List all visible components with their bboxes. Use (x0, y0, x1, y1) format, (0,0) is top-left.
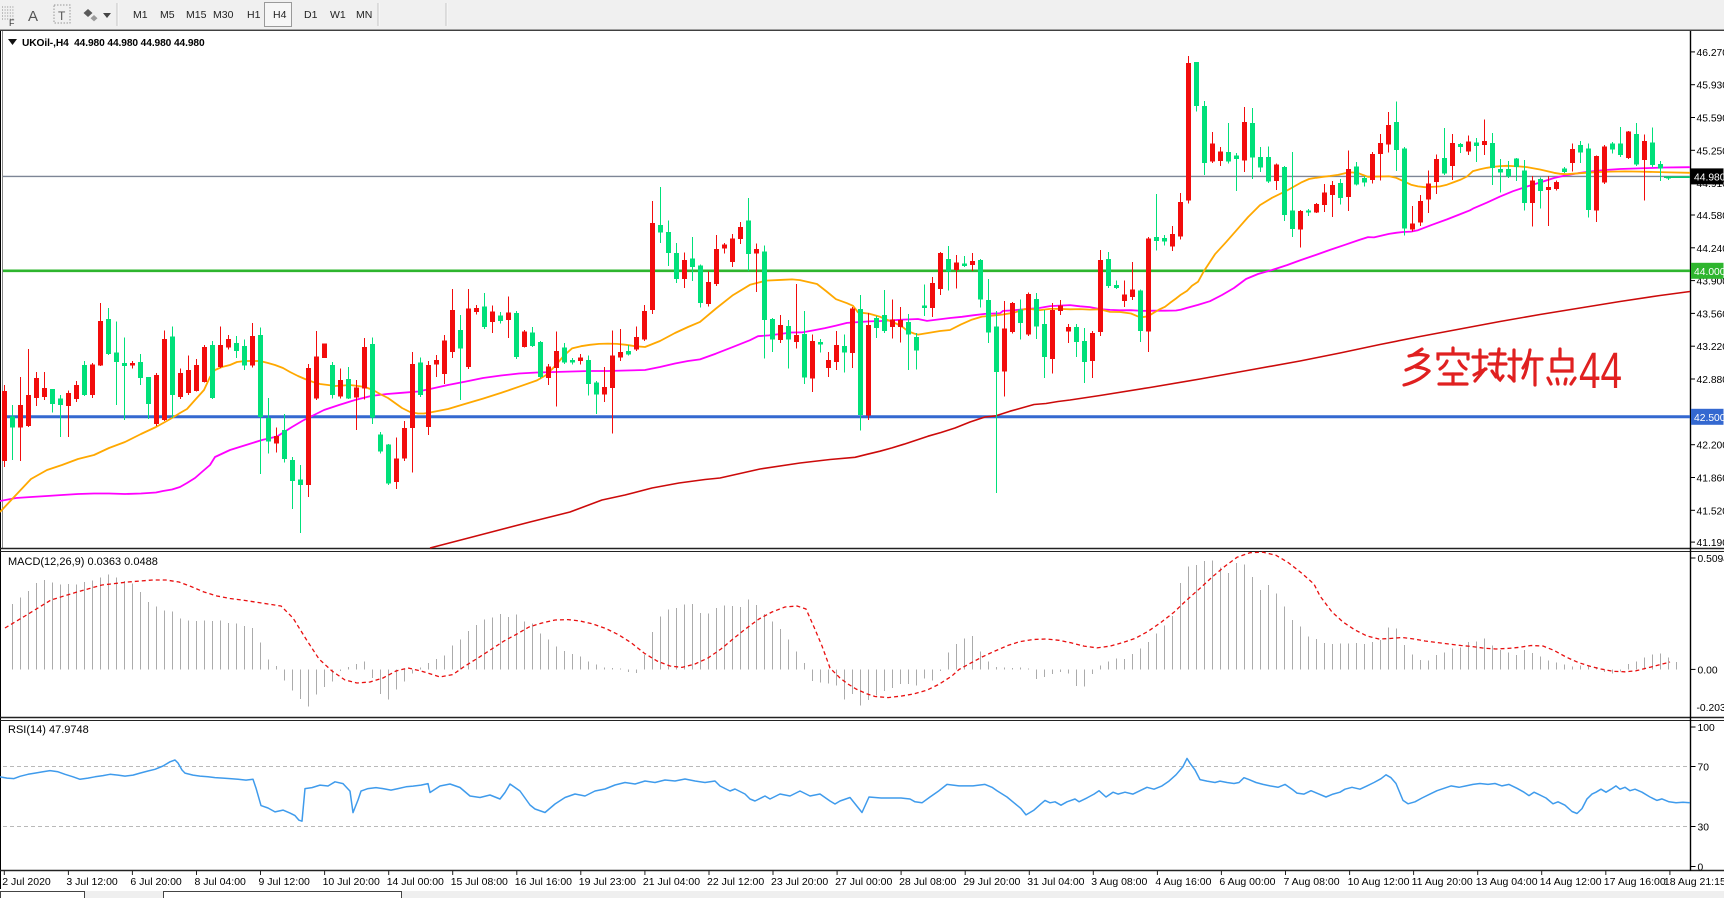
svg-text:MN: MN (356, 9, 372, 21)
svg-text:16 Jul 16:00: 16 Jul 16:00 (515, 876, 572, 888)
svg-text:W1: W1 (330, 9, 346, 21)
svg-text:42.200: 42.200 (1697, 441, 1724, 452)
svg-text:23 Jul 20:00: 23 Jul 20:00 (771, 876, 828, 888)
svg-text:100: 100 (1698, 723, 1715, 734)
svg-text:13 Aug 04:00: 13 Aug 04:00 (1476, 876, 1538, 888)
svg-text:44: 44 (1579, 342, 1622, 399)
svg-text:14 Aug 12:00: 14 Aug 12:00 (1540, 876, 1602, 888)
svg-text:7 Aug 08:00: 7 Aug 08:00 (1284, 876, 1340, 888)
svg-text:70: 70 (1698, 763, 1710, 774)
svg-text:0: 0 (1698, 863, 1704, 874)
svg-text:43.900: 43.900 (1697, 277, 1724, 288)
svg-text:11 Aug 20:00: 11 Aug 20:00 (1412, 876, 1473, 888)
svg-text:43.220: 43.220 (1697, 342, 1724, 353)
svg-text:H1: H1 (247, 9, 261, 21)
svg-text:6 Jul 20:00: 6 Jul 20:00 (130, 876, 182, 888)
svg-text:28 Jul 08:00: 28 Jul 08:00 (899, 876, 956, 888)
svg-text:M30: M30 (213, 9, 234, 21)
svg-text:M1: M1 (133, 9, 148, 21)
svg-text:M5: M5 (160, 9, 175, 21)
svg-text:10 Aug 12:00: 10 Aug 12:00 (1348, 876, 1410, 888)
svg-text:T: T (58, 9, 66, 23)
svg-text:H4: H4 (273, 9, 287, 21)
svg-text:6 Aug 00:00: 6 Aug 00:00 (1219, 876, 1275, 888)
svg-text:D1: D1 (304, 9, 318, 21)
svg-text:A: A (28, 8, 38, 25)
svg-text:42.500: 42.500 (1694, 413, 1724, 424)
svg-text:3 Jul 12:00: 3 Jul 12:00 (66, 876, 118, 888)
svg-text:4 Aug 16:00: 4 Aug 16:00 (1155, 876, 1211, 888)
svg-text:45.590: 45.590 (1697, 114, 1724, 125)
svg-text:44.980: 44.980 (1694, 172, 1724, 183)
svg-text:46.270: 46.270 (1697, 48, 1724, 59)
svg-text:UKOil-,H4 44.980 44.980 44.98: UKOil-,H4 44.980 44.980 44.980 44.980 (22, 38, 205, 49)
svg-text:10 Jul 20:00: 10 Jul 20:00 (323, 876, 380, 888)
svg-text:RSI(14) 47.9748: RSI(14) 47.9748 (8, 724, 89, 736)
svg-text:F: F (9, 18, 15, 28)
svg-text:19 Jul 23:00: 19 Jul 23:00 (579, 876, 636, 888)
svg-text:9 Jul 12:00: 9 Jul 12:00 (259, 876, 311, 888)
svg-text:43.560: 43.560 (1697, 309, 1724, 320)
svg-text:18 Aug 21:15: 18 Aug 21:15 (1664, 876, 1724, 888)
svg-text:45.930: 45.930 (1697, 81, 1724, 92)
svg-text:8 Jul 04:00: 8 Jul 04:00 (195, 876, 247, 888)
svg-text:44.240: 44.240 (1697, 244, 1724, 255)
svg-text:41.520: 41.520 (1697, 506, 1724, 517)
svg-text:30: 30 (1698, 823, 1710, 834)
svg-text:15 Jul 08:00: 15 Jul 08:00 (451, 876, 508, 888)
svg-text:M15: M15 (186, 9, 207, 21)
svg-text:42.880: 42.880 (1697, 375, 1724, 386)
svg-text:31 Jul 04:00: 31 Jul 04:00 (1027, 876, 1084, 888)
svg-text:22 Jul 12:00: 22 Jul 12:00 (707, 876, 764, 888)
svg-text:-0.2032: -0.2032 (1697, 703, 1724, 714)
svg-text:27 Jul 00:00: 27 Jul 00:00 (835, 876, 892, 888)
svg-text:44.000: 44.000 (1694, 267, 1724, 278)
svg-text:MACD(12,26,9) 0.0363 0.0488: MACD(12,26,9) 0.0363 0.0488 (8, 556, 158, 568)
svg-text:44.910: 44.910 (1697, 179, 1724, 190)
svg-text:41.190: 41.190 (1697, 538, 1724, 549)
svg-text:17 Aug 16:00: 17 Aug 16:00 (1604, 876, 1666, 888)
svg-text:44.580: 44.580 (1697, 211, 1724, 222)
svg-text:0.5094: 0.5094 (1698, 554, 1724, 565)
svg-text:2 Jul 2020: 2 Jul 2020 (2, 876, 51, 888)
svg-text:45.250: 45.250 (1697, 146, 1724, 157)
svg-text:29 Jul 20:00: 29 Jul 20:00 (963, 876, 1020, 888)
svg-text:0.00: 0.00 (1698, 665, 1718, 676)
svg-text:14 Jul 00:00: 14 Jul 00:00 (387, 876, 444, 888)
svg-text:21 Jul 04:00: 21 Jul 04:00 (643, 876, 700, 888)
svg-text:41.860: 41.860 (1697, 474, 1724, 485)
svg-text:3 Aug 08:00: 3 Aug 08:00 (1091, 876, 1147, 888)
